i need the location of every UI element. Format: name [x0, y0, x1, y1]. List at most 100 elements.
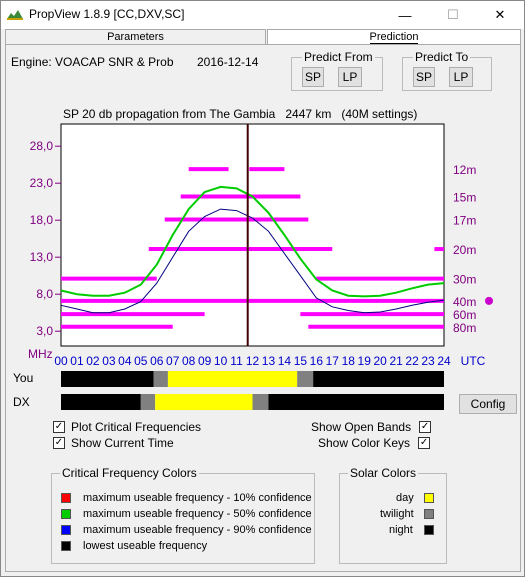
you-night-segment — [313, 371, 444, 387]
show-color-keys-option[interactable]: Show Color Keys ✓ — [318, 436, 431, 450]
dx-twilight-segment — [140, 394, 156, 410]
x-axis-unit: UTC — [461, 354, 486, 368]
x-tick-label: 15 — [294, 354, 308, 368]
solar-night-label: night — [389, 524, 413, 536]
x-tick-label: 19 — [358, 354, 372, 368]
you-row-label: You — [13, 371, 34, 385]
predict-to-lp-button[interactable]: LP — [449, 67, 473, 87]
dx-night-segment — [268, 394, 444, 410]
x-tick-label: 22 — [405, 354, 419, 368]
plot-critical-label: Plot Critical Frequencies — [71, 420, 202, 434]
x-tick-label: 02 — [86, 354, 100, 368]
band-label: 17m — [453, 213, 476, 227]
x-tick-label: 24 — [437, 354, 451, 368]
show-open-bands-label: Show Open Bands — [311, 420, 412, 434]
legend-item-label: maximum useable frequency - 10% confiden… — [83, 492, 312, 504]
x-tick-label: 05 — [134, 354, 148, 368]
tab-parameters[interactable]: Parameters — [5, 29, 266, 45]
plot-critical-option[interactable]: ✓ Plot Critical Frequencies — [53, 420, 201, 434]
dx-twilight-segment — [252, 394, 269, 410]
show-current-time-option[interactable]: ✓ Show Current Time — [53, 436, 174, 450]
predict-from-title: Predict From — [302, 50, 375, 64]
legend-item: maximum useable frequency - 50% confiden… — [61, 508, 312, 520]
legend-item-label: lowest useable frequency — [83, 540, 208, 552]
y-axis-unit: MHz — [28, 347, 53, 361]
band-label: 20m — [453, 243, 476, 257]
you-night-segment — [61, 371, 154, 387]
y-tick-label: 8,0 — [36, 287, 53, 301]
mufs-series-line — [60, 208, 445, 314]
band-label: 80m — [453, 321, 476, 335]
dx-row-label: DX — [13, 395, 30, 409]
config-button[interactable]: Config — [459, 394, 517, 414]
legend-item: lowest useable frequency — [61, 540, 207, 552]
engine-label: Engine: VOACAP SNR & Prob — [11, 55, 174, 69]
show-color-keys-label: Show Color Keys — [318, 436, 411, 450]
x-tick-label: 16 — [310, 354, 324, 368]
twilight-swatch — [424, 509, 434, 519]
band-label: 40m — [453, 295, 476, 309]
legend-item-label: maximum useable frequency - 90% confiden… — [83, 524, 312, 536]
title-bar[interactable]: PropView 1.8.9 [CC,DXV,SC] — ☐ ✕ — [1, 1, 524, 29]
red-swatch — [61, 493, 71, 503]
blue-swatch — [61, 525, 71, 535]
you-twilight-segment — [297, 371, 314, 387]
y-tick-label: 13,0 — [30, 250, 54, 264]
you-twilight-segment — [153, 371, 168, 387]
tab-parameters-label: Parameters — [107, 31, 164, 43]
x-tick-label: 21 — [389, 354, 403, 368]
legend-item: maximum useable frequency - 10% confiden… — [61, 492, 312, 504]
x-tick-label: 18 — [342, 354, 356, 368]
show-open-bands-checkbox[interactable]: ✓ — [419, 421, 432, 433]
legend-item: maximum useable frequency - 90% confiden… — [61, 524, 312, 536]
app-icon — [7, 8, 23, 20]
predict-to-sp-button[interactable]: SP — [413, 67, 435, 87]
x-tick-label: 04 — [118, 354, 132, 368]
predict-from-group: Predict From SP LP — [291, 50, 383, 91]
show-open-bands-option[interactable]: Show Open Bands ✓ — [311, 420, 432, 434]
minimize-button[interactable]: — — [398, 7, 412, 23]
legend-item-label: maximum useable frequency - 50% confiden… — [83, 508, 312, 520]
x-tick-label: 17 — [326, 354, 340, 368]
critical-frequency-legend-title: Critical Frequency Colors — [60, 466, 199, 480]
predict-from-sp-button[interactable]: SP — [302, 67, 324, 87]
maximize-button[interactable]: ☐ — [447, 7, 459, 22]
x-tick-label: 11 — [230, 354, 243, 368]
black-swatch — [61, 541, 71, 551]
show-current-time-checkbox[interactable]: ✓ — [53, 437, 65, 449]
band-label: 30m — [453, 273, 476, 287]
you-day-segment — [167, 371, 298, 387]
predict-to-group: Predict To SP LP — [402, 50, 492, 91]
x-tick-label: 06 — [150, 354, 164, 368]
band-label: 60m — [453, 308, 476, 322]
y-tick-label: 28,0 — [30, 139, 54, 153]
x-tick-label: 14 — [278, 354, 292, 368]
y-tick-label: 3,0 — [36, 324, 53, 338]
x-tick-label: 08 — [182, 354, 196, 368]
band-label: 15m — [453, 191, 476, 205]
predict-to-title: Predict To — [413, 50, 471, 64]
predict-from-lp-button[interactable]: LP — [338, 67, 362, 87]
dx-day-segment — [155, 394, 253, 410]
selected-band-marker — [485, 296, 493, 305]
window-title: PropView 1.8.9 [CC,DXV,SC] — [29, 7, 185, 21]
x-tick-label: 03 — [102, 354, 116, 368]
solar-timeline — [61, 371, 444, 410]
solar-colors-legend-title: Solar Colors — [348, 466, 419, 480]
tab-strip: Parameters Prediction — [5, 29, 521, 45]
day-swatch — [424, 493, 434, 503]
x-tick-label: 12 — [246, 354, 260, 368]
prediction-date: 2016-12-14 — [197, 55, 259, 69]
solar-twilight-label: twilight — [380, 508, 414, 520]
plot-critical-checkbox[interactable]: ✓ — [53, 421, 65, 433]
x-tick-label: 10 — [214, 354, 228, 368]
night-swatch — [424, 525, 434, 535]
x-tick-label: 13 — [262, 354, 276, 368]
show-color-keys-checkbox[interactable]: ✓ — [418, 437, 431, 449]
x-tick-label: 01 — [70, 354, 84, 368]
x-tick-label: 07 — [166, 354, 180, 368]
tab-prediction[interactable]: Prediction — [267, 29, 521, 45]
band-label: 12m — [453, 163, 476, 177]
close-button[interactable]: ✕ — [494, 7, 506, 22]
